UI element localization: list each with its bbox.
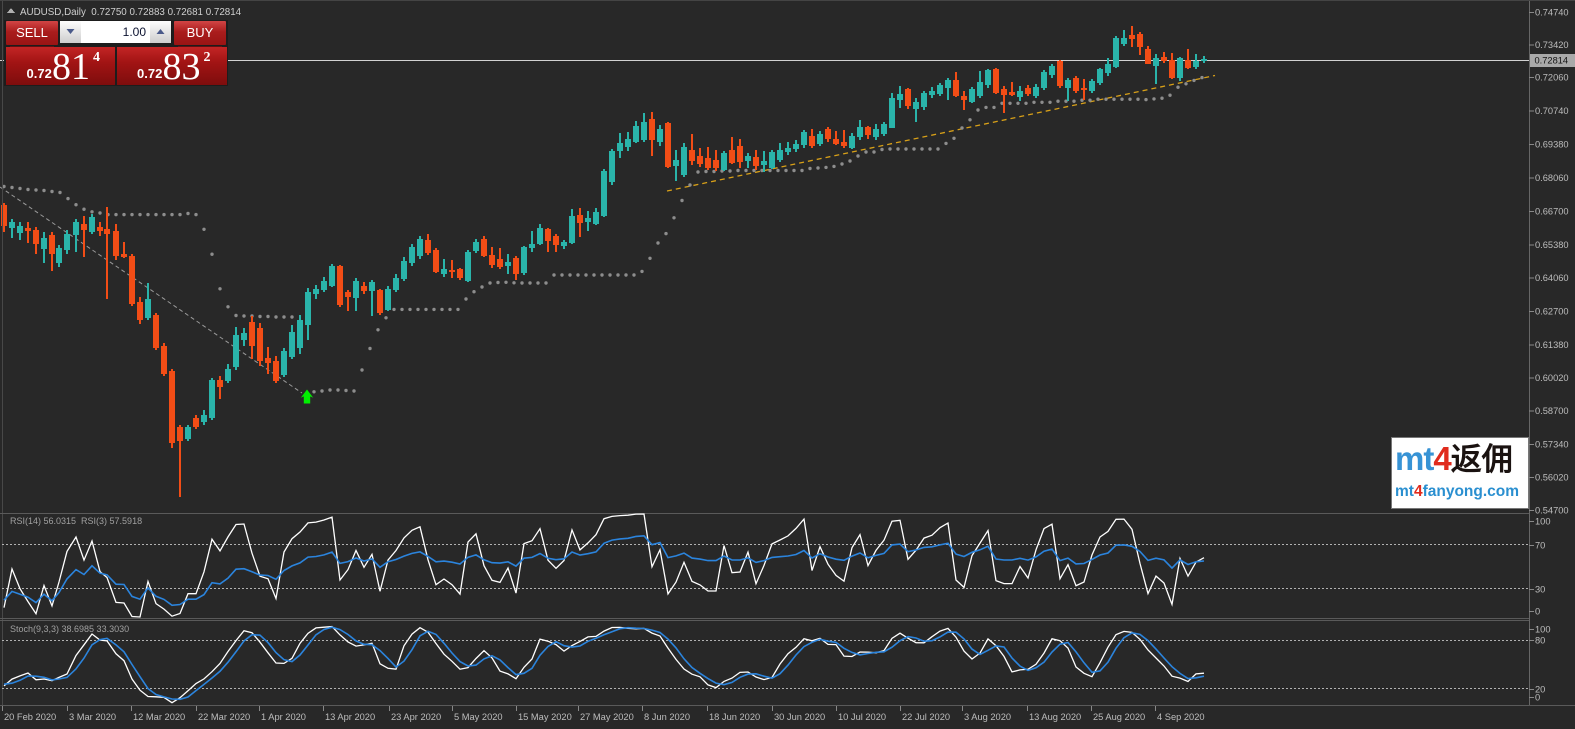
svg-text:0.57340: 0.57340	[1535, 440, 1569, 450]
svg-text:80: 80	[1535, 636, 1545, 646]
svg-text:3 Aug 2020: 3 Aug 2020	[964, 712, 1011, 722]
svg-text:0: 0	[1535, 607, 1540, 617]
svg-text:13 Aug 2020: 13 Aug 2020	[1029, 712, 1081, 722]
svg-text:0.65380: 0.65380	[1535, 240, 1569, 250]
svg-text:0.62700: 0.62700	[1535, 307, 1569, 317]
svg-text:15 May 2020: 15 May 2020	[518, 712, 572, 722]
svg-text:0.66700: 0.66700	[1535, 207, 1569, 217]
svg-text:100: 100	[1535, 625, 1551, 635]
svg-text:20 Feb 2020: 20 Feb 2020	[4, 712, 56, 722]
svg-text:0.72060: 0.72060	[1535, 73, 1569, 83]
svg-text:22 Mar 2020: 22 Mar 2020	[198, 712, 250, 722]
svg-text:8 Jun 2020: 8 Jun 2020	[644, 712, 690, 722]
svg-text:18 Jun 2020: 18 Jun 2020	[709, 712, 760, 722]
svg-text:5 May 2020: 5 May 2020	[454, 712, 503, 722]
svg-text:1 Apr 2020: 1 Apr 2020	[261, 712, 306, 722]
svg-text:10 Jul 2020: 10 Jul 2020	[838, 712, 886, 722]
svg-text:0.56020: 0.56020	[1535, 473, 1569, 483]
svg-text:0.68060: 0.68060	[1535, 173, 1569, 183]
svg-text:4 Sep 2020: 4 Sep 2020	[1157, 712, 1205, 722]
svg-text:27 May 2020: 27 May 2020	[580, 712, 634, 722]
svg-text:0.70740: 0.70740	[1535, 106, 1569, 116]
svg-text:100: 100	[1535, 517, 1551, 527]
svg-text:25 Aug 2020: 25 Aug 2020	[1093, 712, 1145, 722]
svg-text:12 Mar 2020: 12 Mar 2020	[133, 712, 185, 722]
svg-text:0: 0	[1535, 693, 1540, 703]
svg-text:20: 20	[1535, 685, 1545, 695]
svg-text:30 Jun 2020: 30 Jun 2020	[774, 712, 825, 722]
svg-text:13 Apr 2020: 13 Apr 2020	[325, 712, 375, 722]
svg-text:0.64060: 0.64060	[1535, 273, 1569, 283]
svg-text:0.54700: 0.54700	[1535, 506, 1569, 516]
svg-text:RSI(14) 56.0315 RSI(3) 57.591: RSI(14) 56.0315 RSI(3) 57.5918	[10, 516, 142, 526]
svg-text:0.69380: 0.69380	[1535, 140, 1569, 150]
svg-text:22 Jul 2020: 22 Jul 2020	[902, 712, 950, 722]
svg-text:AUDUSD,Daily 0.72750 0.72883: AUDUSD,Daily 0.72750 0.72883 0.72681 0.7…	[20, 7, 242, 18]
svg-text:0.61380: 0.61380	[1535, 340, 1569, 350]
svg-text:3 Mar 2020: 3 Mar 2020	[69, 712, 116, 722]
svg-text:30: 30	[1535, 585, 1545, 595]
svg-text:70: 70	[1535, 541, 1545, 551]
svg-text:0.74740: 0.74740	[1535, 8, 1569, 18]
svg-text:0.60020: 0.60020	[1535, 373, 1569, 383]
svg-text:0.72814: 0.72814	[1535, 56, 1569, 66]
svg-text:23 Apr 2020: 23 Apr 2020	[391, 712, 441, 722]
svg-text:0.58700: 0.58700	[1535, 406, 1569, 416]
svg-text:Stoch(9,3,3) 38.6985 33.3030: Stoch(9,3,3) 38.6985 33.3030	[10, 624, 129, 634]
svg-text:0.73420: 0.73420	[1535, 40, 1569, 50]
